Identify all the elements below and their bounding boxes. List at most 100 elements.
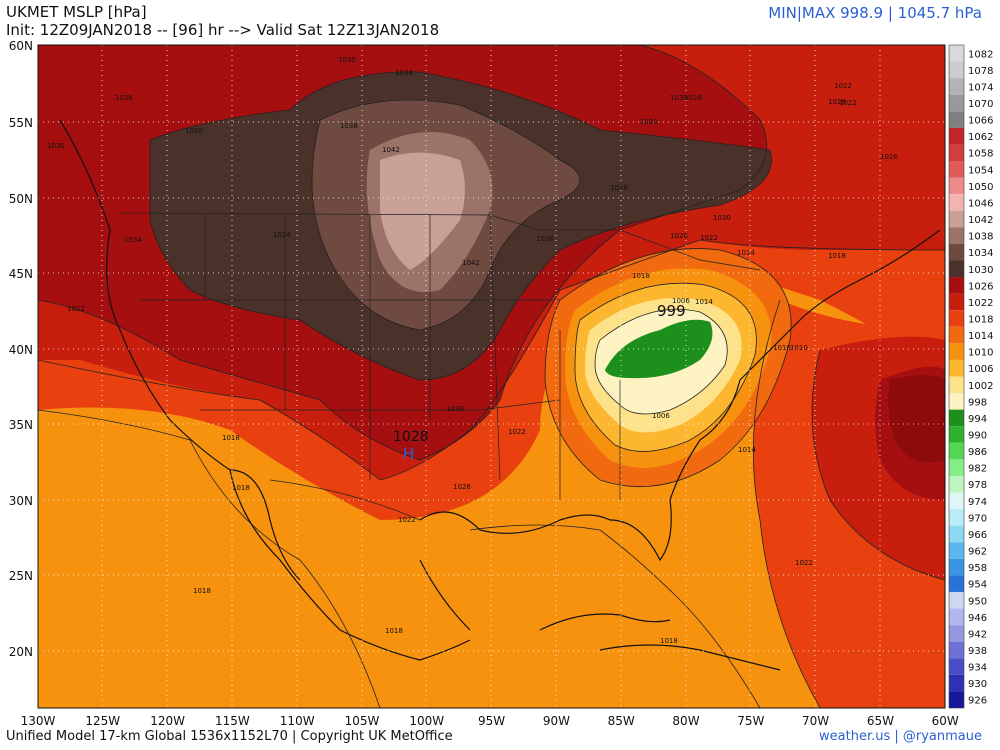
colorbar-tick-label: 1022 — [968, 298, 993, 309]
colorbar-swatch — [949, 509, 964, 526]
lon-label: 90W — [543, 714, 570, 728]
colorbar-swatch — [949, 376, 964, 394]
isobar-label: 1006 — [672, 297, 690, 305]
lat-label: 20N — [9, 645, 33, 659]
colorbar-tick-label: 962 — [968, 547, 987, 558]
isobar-label: 1030 — [670, 94, 688, 102]
colorbar-tick-label: 1050 — [968, 182, 993, 193]
isobar-label: 1026 — [610, 184, 628, 192]
lon-label: 60W — [932, 714, 959, 728]
lat-label: 40N — [9, 343, 33, 357]
colorbar-tick-label: 1042 — [968, 215, 993, 226]
colorbar-swatch — [949, 111, 964, 128]
colorbar-swatch — [949, 625, 964, 642]
colorbar-tick-label: 1014 — [968, 331, 993, 342]
lat-label: 30N — [9, 494, 33, 508]
isobar-label: 1018 — [232, 484, 250, 492]
colorbar-swatch — [949, 442, 964, 460]
isobar-label: 1026 — [115, 94, 133, 102]
isobar-label: 1030 — [640, 118, 658, 126]
colorbar-tick-label: 994 — [968, 414, 987, 425]
lon-label: 85W — [608, 714, 635, 728]
colorbar-tick-label: 1034 — [968, 248, 993, 259]
colorbar-swatch — [949, 127, 964, 145]
colorbar-tick-label: 946 — [968, 613, 987, 624]
colorbar-swatch — [949, 691, 964, 708]
colorbar-swatch — [949, 475, 964, 493]
isobar-label: 1018 — [660, 637, 678, 645]
lat-label: 35N — [9, 418, 33, 432]
lon-label: 115W — [215, 714, 250, 728]
colorbar-tick-label: 998 — [968, 397, 987, 408]
colorbar-tick-label: 1038 — [968, 232, 993, 243]
colorbar: 1082 1078 1074 1070 1066 1062 1058 1054 1050 1046… — [948, 44, 993, 709]
longitude-labels: 130W 125W 120W 115W 110W 105W 100W 95W 90W 85W 80W… — [21, 714, 959, 728]
isobar-label: 1030 — [185, 127, 203, 135]
colorbar-tick-label: 1082 — [968, 49, 993, 60]
footer-credit: Unified Model 17-km Global 1536x1152L70 … — [6, 729, 453, 744]
lat-label: 25N — [9, 569, 33, 583]
colorbar-swatch — [949, 94, 964, 112]
colorbar-swatch — [949, 78, 964, 95]
colorbar-frame — [948, 44, 965, 709]
colorbar-swatch — [949, 525, 964, 543]
colorbar-tick-label: 938 — [968, 646, 987, 657]
isobars — [38, 45, 945, 708]
colorbar-swatch — [949, 591, 964, 609]
colorbar-tick-label: 1066 — [968, 116, 993, 127]
colorbar-swatch — [949, 243, 964, 261]
isobar-label: 1022 — [834, 82, 852, 90]
isobar-label: 1018 — [828, 252, 846, 260]
colorbar-tick-label: 958 — [968, 563, 987, 574]
isobar-label: 1042 — [462, 259, 480, 267]
contour-labels: 1030103410261030104210381034104210301030… — [47, 56, 898, 645]
colorbar-swatch — [949, 293, 964, 311]
isobar-label: 1030 — [47, 142, 65, 150]
colorbar-tick-label: 1054 — [968, 165, 993, 176]
pressure-field — [38, 45, 945, 708]
lat-label: 60N — [9, 39, 33, 53]
isobar-label: 1022 — [839, 99, 857, 107]
colorbar-tick-label: 970 — [968, 513, 987, 524]
lon-label: 65W — [867, 714, 894, 728]
isobar-label: 1034 — [124, 236, 142, 244]
isobar-label: 1022 — [508, 428, 526, 436]
min-max-readout: MIN|MAX 998.9 | 1045.7 hPa — [768, 4, 982, 22]
map-title: UKMET MSLP [hPa] — [6, 3, 147, 21]
high-pressure-value: 1028 — [393, 429, 429, 445]
colorbar-swatch — [949, 426, 964, 443]
lon-label: 105W — [345, 714, 380, 728]
high-pressure-marker: H — [403, 445, 414, 463]
colorbar-swatch — [949, 641, 964, 659]
isobar-label: 1026 — [880, 153, 898, 161]
colorbar-tick-label: 1062 — [968, 132, 993, 143]
colorbar-tick-label: 1006 — [968, 364, 993, 375]
lon-label: 70W — [802, 714, 829, 728]
colorbar-swatch — [949, 210, 964, 228]
colorbar-swatch — [949, 608, 964, 626]
lon-label: 100W — [409, 714, 444, 728]
init-valid-line: Init: 12Z09JAN2018 -- [96] hr --> Valid … — [6, 21, 440, 39]
colorbar-swatch — [949, 61, 964, 79]
isobar-label: 1010 — [790, 344, 808, 352]
colorbar-swatch — [949, 194, 964, 211]
colorbar-tick-label: 930 — [968, 679, 987, 690]
lat-label: 50N — [9, 192, 33, 206]
isobar-label: 1014 — [737, 249, 755, 257]
graticule — [38, 45, 945, 708]
colorbar-tick-label: 978 — [968, 480, 987, 491]
colorbar-swatch — [949, 343, 964, 360]
lon-label: 110W — [280, 714, 315, 728]
isobar-label: 1026 — [684, 94, 702, 102]
lat-label: 45N — [9, 267, 33, 281]
isobar-label: 1018 — [632, 272, 650, 280]
isobar-label: 1022 — [700, 234, 718, 242]
low-pressure-value: 999 — [657, 302, 686, 320]
borders — [119, 212, 761, 521]
colorbar-swatch — [949, 674, 964, 692]
lon-label: 125W — [85, 714, 120, 728]
isobar-label: 1030 — [713, 214, 731, 222]
isobar-label: 1018 — [222, 434, 240, 442]
colorbar-swatch — [949, 558, 964, 576]
